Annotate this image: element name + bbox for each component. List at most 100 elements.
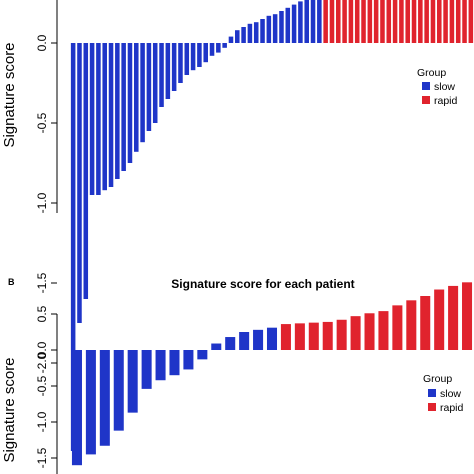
bar-rapid: [373, 0, 379, 43]
y-tick-label: -2.0: [35, 352, 49, 373]
bar-rapid: [462, 0, 467, 43]
legend-swatch-slow: [422, 82, 430, 90]
bar-slow: [102, 43, 107, 191]
bar-slow: [146, 43, 152, 131]
y-axis-label: Signature score: [1, 42, 18, 147]
bar-rapid: [336, 0, 341, 43]
panel-label: B: [8, 277, 15, 287]
bar-slow: [239, 332, 250, 350]
bar-rapid: [424, 0, 429, 43]
y-tick-label: -0.5: [35, 112, 49, 133]
bar-rapid: [399, 0, 404, 43]
bar-slow: [304, 0, 309, 43]
bar-slow: [108, 43, 114, 187]
bar-rapid: [280, 324, 291, 350]
bar-slow: [134, 43, 139, 152]
bar-slow: [140, 43, 145, 143]
bar-rapid: [392, 0, 398, 43]
bar-slow: [211, 343, 222, 350]
bar-rapid: [468, 0, 474, 43]
bar-rapid: [392, 305, 403, 350]
legend-title: Group: [423, 373, 452, 385]
bar-slow: [310, 0, 316, 43]
bar-slow: [121, 43, 126, 171]
legend-title: Group: [417, 67, 446, 79]
y-tick-label: 0.5: [35, 305, 49, 322]
bar-slow: [96, 43, 101, 195]
bar-rapid: [420, 296, 431, 350]
bar-slow: [253, 329, 264, 350]
bar-rapid: [323, 0, 328, 44]
y-tick-label: 0.0: [35, 341, 49, 358]
bar-slow: [247, 23, 253, 43]
bar-slow: [159, 43, 164, 107]
bar-rapid: [329, 0, 335, 43]
y-tick-label: -0.5: [35, 375, 49, 396]
bar-rapid: [434, 289, 445, 350]
legend-swatch-rapid: [428, 403, 436, 411]
bar-slow: [235, 30, 240, 43]
legend-swatch-rapid: [422, 96, 430, 104]
bar-rapid: [430, 0, 436, 43]
y-tick-label: -1.5: [35, 272, 49, 293]
y-axis-label: Signature score: [1, 357, 18, 462]
bar-slow: [298, 1, 303, 43]
bar-slow: [279, 11, 284, 43]
y-tick-label: -1.0: [35, 411, 49, 432]
bar-rapid: [322, 321, 333, 350]
bar-slow: [71, 350, 82, 466]
bar-rapid: [308, 322, 319, 350]
bar-slow: [260, 19, 265, 43]
legend: Group slow rapid: [417, 67, 458, 107]
bar-slow: [171, 43, 177, 91]
chart-panel-2: B Signature score for each patient -1.5 -1.…: [1, 277, 473, 474]
bar-rapid: [443, 0, 448, 43]
bar-rapid: [348, 0, 354, 43]
bar-slow: [115, 43, 120, 179]
bar-rapid: [342, 0, 347, 43]
bar-slow: [155, 350, 166, 381]
bar-rapid: [455, 0, 461, 43]
legend-label-slow: slow: [440, 388, 461, 400]
bar-slow: [89, 43, 95, 195]
chart-panel-1: -2.0 -1.5 -1.0 -0.5 0.0 Signature score Group s…: [1, 0, 474, 451]
bar-rapid: [361, 0, 366, 43]
y-tick-label: 0.0: [35, 34, 49, 51]
bar-rapid: [294, 323, 305, 350]
legend-label-rapid: rapid: [440, 402, 464, 414]
bar-slow: [241, 27, 246, 43]
bar-slow: [190, 43, 196, 71]
bar-rapid: [406, 300, 417, 350]
bar-slow: [85, 350, 96, 455]
bar-slow: [197, 43, 202, 67]
bar-rapid: [449, 0, 455, 43]
bar-slow: [203, 43, 208, 63]
bar-slow: [216, 43, 221, 53]
bar-slow: [127, 43, 133, 163]
bar-slow: [317, 0, 322, 44]
y-tick-label: -1.0: [35, 192, 49, 213]
bar-rapid: [354, 0, 360, 43]
bar-slow: [70, 43, 76, 451]
bar-slow: [225, 337, 236, 350]
bar-slow: [183, 350, 194, 370]
bar-slow: [291, 4, 297, 44]
bar-rapid: [378, 311, 389, 350]
bar-slow: [184, 43, 190, 75]
bar-slow: [99, 350, 110, 446]
bar-rapid: [462, 282, 473, 350]
bar-rapid: [367, 0, 373, 43]
bar-rapid: [350, 316, 361, 350]
legend: Group slow rapid: [423, 373, 464, 414]
bar-slow: [266, 15, 272, 44]
bar-slow: [83, 43, 89, 299]
bar-slow: [253, 22, 259, 43]
bar-slow: [113, 350, 124, 431]
bar-slow: [209, 43, 215, 56]
bar-slow: [152, 43, 158, 123]
bar-slow: [169, 350, 180, 376]
bar-slow: [222, 43, 227, 48]
bar-slow: [266, 327, 278, 350]
legend-swatch-slow: [428, 389, 436, 397]
